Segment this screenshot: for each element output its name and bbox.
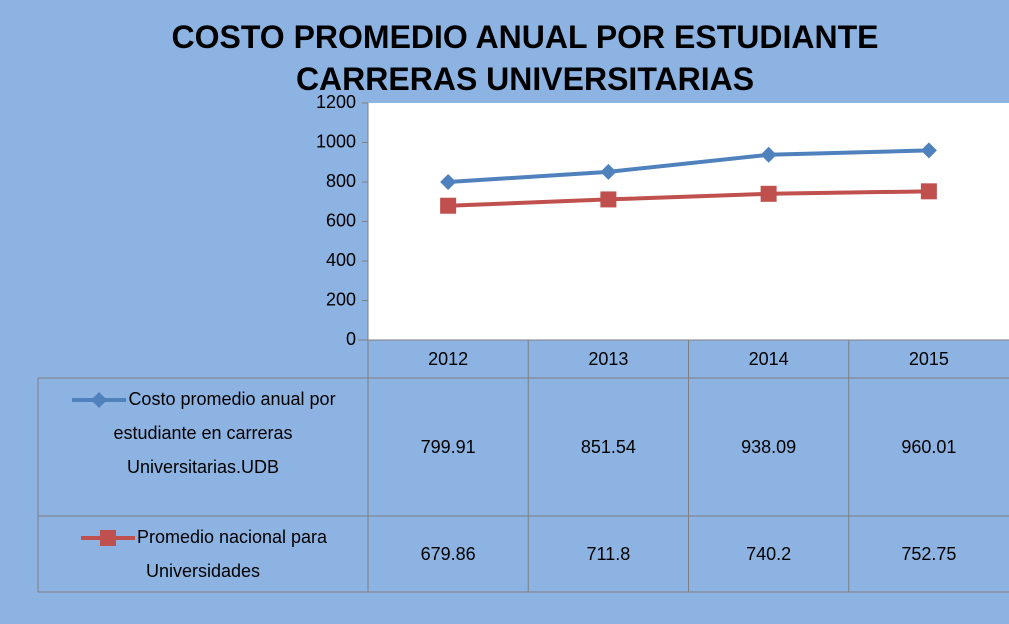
series-line (448, 189, 929, 208)
y-tick-label: 1200 (316, 92, 356, 112)
y-tick-label: 0 (346, 329, 356, 349)
marker (91, 392, 108, 409)
chart-title: COSTO PROMEDIO ANUAL POR ESTUDIANTE CARR… (171, 19, 879, 97)
legend-label: Promedio nacional para Universidades (136, 527, 328, 581)
marker (440, 174, 457, 191)
legend-entry: Promedio nacional para Universidades (40, 520, 366, 588)
table-value: 740.2 (746, 543, 792, 564)
x-tick-label: 2013 (588, 348, 629, 369)
table-value: 679.86 (420, 543, 476, 564)
legend-entry: Costo promedio anual por estudiante en c… (40, 382, 366, 484)
marker (440, 197, 457, 214)
marker (760, 146, 777, 163)
series-line (447, 148, 929, 185)
y-tick-label: 600 (326, 210, 356, 230)
y-tick-label: 400 (326, 250, 356, 270)
table-value: 711.8 (586, 543, 631, 564)
marker (600, 163, 617, 180)
marker (760, 185, 777, 202)
marker (99, 530, 116, 547)
marker (920, 142, 937, 159)
table-value: 752.75 (901, 543, 957, 564)
marker (920, 183, 937, 200)
legend-key (80, 530, 135, 547)
marker (600, 191, 617, 208)
legend-label: Costo promedio anual por estudiante en c… (113, 389, 336, 477)
plot-area (368, 103, 1009, 340)
table-value: 960.01 (901, 436, 957, 457)
y-tick-label: 200 (326, 289, 356, 309)
table-value: 938.09 (741, 436, 797, 457)
x-tick-label: 2014 (748, 348, 789, 369)
x-tick-label: 2012 (428, 348, 469, 369)
legend-key (72, 392, 127, 409)
table-value: 851.54 (580, 436, 636, 457)
x-tick-label: 2015 (908, 348, 949, 369)
data-table-lines (37, 103, 1009, 593)
table-value: 799.91 (420, 436, 476, 457)
y-tick-label: 800 (326, 171, 356, 191)
y-tick-label: 1000 (316, 131, 356, 151)
